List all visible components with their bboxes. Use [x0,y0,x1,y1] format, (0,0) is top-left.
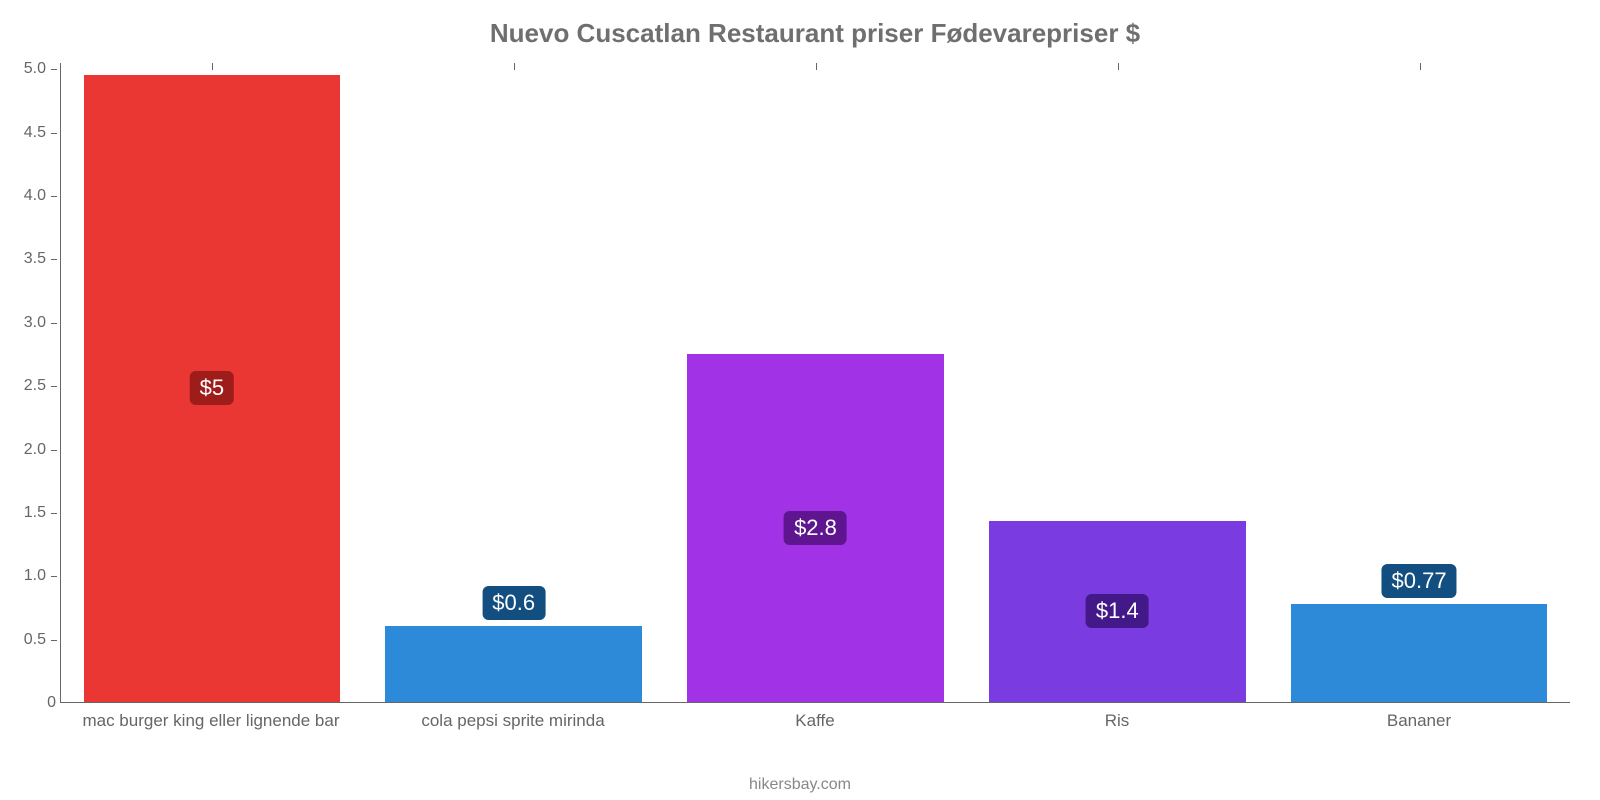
bar: $0.77 [1291,604,1548,702]
x-tick [1420,63,1421,70]
bar-value-label: $2.8 [784,511,847,545]
chart-caption: hikersbay.com [0,776,1600,794]
bars-container: $5 $0.6 $2.8 $1.4 $0.77 [61,63,1570,702]
y-tick-label: 2.0 [6,441,46,459]
x-axis-label: Kaffe [664,711,966,731]
y-tick [51,450,57,451]
x-tick [514,63,515,70]
y-tick [51,323,57,324]
bar-value-label: $5 [190,371,234,405]
bar-column: $5 [61,63,363,702]
bar: $0.6 [385,626,642,702]
bar-value-label: $0.77 [1382,564,1457,598]
y-tick-label: 3.5 [6,250,46,268]
price-bar-chart: Nuevo Cuscatlan Restaurant priser Fødeva… [0,0,1600,800]
y-tick [51,513,57,514]
y-tick-label: 4.5 [6,124,46,142]
y-tick-label: 2.5 [6,377,46,395]
y-tick-label: 1.0 [6,567,46,585]
bar: $2.8 [687,354,944,703]
x-axis-labels: mac burger king eller lignende barcola p… [60,711,1570,731]
bar: $5 [84,75,341,702]
y-tick-label: 5.0 [6,60,46,78]
x-tick [212,63,213,70]
y-tick [51,196,57,197]
x-axis-label: Bananer [1268,711,1570,731]
y-tick-label: 1.5 [6,504,46,522]
chart-title: Nuevo Cuscatlan Restaurant priser Fødeva… [60,10,1570,63]
plot-area: $5$0.6$2.8$1.4$0.77 0.51.01.52.02.53.03.… [60,63,1570,703]
y-tick-label: 4.0 [6,187,46,205]
x-axis-label: cola pepsi sprite mirinda [362,711,664,731]
y-tick-label: 3.0 [6,314,46,332]
y-tick [51,576,57,577]
y-zero-label: 0 [36,694,56,712]
x-tick [816,63,817,70]
y-tick-label: 0.5 [6,631,46,649]
y-tick [51,133,57,134]
bar-column: $0.6 [363,63,665,702]
x-tick [1118,63,1119,70]
y-tick [51,386,57,387]
y-tick [51,640,57,641]
x-axis-label: mac burger king eller lignende bar [60,711,362,731]
bar: $1.4 [989,521,1246,702]
bar-column: $1.4 [966,63,1268,702]
bar-value-label: $0.6 [482,586,545,620]
bar-value-label: $1.4 [1086,594,1149,628]
y-tick [51,259,57,260]
bar-column: $0.77 [1268,63,1570,702]
y-tick [51,69,57,70]
x-axis-label: Ris [966,711,1268,731]
bar-column: $2.8 [665,63,967,702]
